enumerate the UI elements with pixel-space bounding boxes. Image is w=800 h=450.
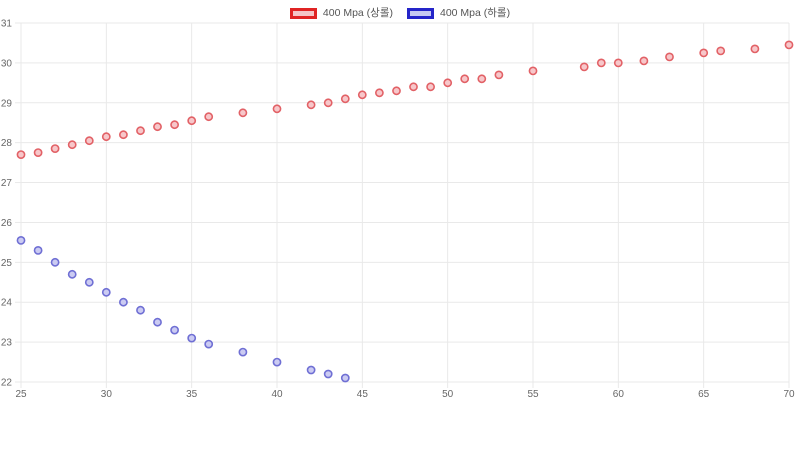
data-point-series-0 [374, 88, 384, 98]
y-tick-label: 23 [1, 338, 13, 349]
data-point-series-0 [67, 140, 77, 150]
legend-item-lower-roll[interactable]: 400 Mpa (하롤) [407, 7, 510, 19]
data-point-series-1 [306, 365, 316, 375]
data-point-series-0 [33, 148, 43, 157]
y-tick-label: 28 [1, 138, 13, 149]
y-tick-label: 25 [1, 258, 13, 269]
data-point-series-0 [443, 78, 453, 88]
data-point-series-0 [272, 104, 282, 114]
legend-item-upper-roll[interactable]: 400 Mpa (상롤) [289, 7, 393, 19]
data-point-series-1 [323, 369, 333, 379]
data-point-series-1 [272, 357, 282, 367]
data-point-series-1 [101, 287, 111, 297]
data-point-series-0 [101, 132, 111, 142]
data-point-series-0 [699, 48, 709, 58]
data-point-series-0 [579, 62, 589, 72]
x-tick-label: 35 [186, 389, 198, 400]
data-point-series-0 [392, 86, 401, 96]
x-tick-label: 50 [442, 389, 454, 400]
y-tick-label: 31 [1, 19, 13, 30]
data-point-series-0 [596, 58, 606, 68]
y-tick-label: 27 [1, 178, 13, 189]
y-tick-label: 26 [1, 218, 13, 229]
data-point-series-1 [50, 257, 60, 267]
data-point-series-0 [238, 108, 248, 118]
x-tick-label: 60 [613, 389, 625, 400]
data-point-series-0 [16, 150, 26, 159]
data-point-series-1 [84, 277, 94, 287]
x-tick-label: 65 [698, 389, 710, 400]
data-point-series-1 [153, 317, 162, 327]
x-tick-label: 40 [271, 389, 283, 400]
data-point-series-0 [613, 58, 623, 68]
y-tick-label: 30 [1, 58, 13, 69]
data-point-series-1 [187, 333, 197, 343]
data-point-series-0 [528, 66, 538, 76]
legend-swatch-red [289, 7, 317, 19]
data-point-series-0 [340, 94, 350, 104]
legend-label-upper-roll: 400 Mpa (상롤) [322, 7, 393, 19]
data-point-series-0 [119, 130, 128, 140]
data-point-series-1 [204, 339, 214, 349]
data-point-series-1 [33, 245, 43, 255]
data-point-series-0 [50, 144, 60, 153]
data-point-series-1 [119, 297, 128, 307]
x-tick-label: 45 [357, 389, 369, 400]
y-tick-label: 24 [1, 298, 13, 309]
legend-swatch-blue [407, 7, 434, 19]
x-tick-label: 30 [101, 389, 113, 400]
data-point-series-0 [323, 98, 333, 108]
data-point-series-0 [204, 112, 214, 122]
data-point-series-0 [187, 116, 197, 126]
data-point-series-1 [136, 305, 145, 315]
data-point-series-0 [784, 40, 794, 50]
y-tick-label: 22 [1, 378, 13, 389]
data-point-series-0 [477, 74, 487, 84]
data-point-series-1 [170, 325, 179, 335]
data-point-series-0 [494, 70, 504, 80]
data-point-series-0 [136, 126, 145, 136]
data-point-series-0 [170, 120, 179, 130]
data-point-series-0 [426, 82, 435, 92]
data-point-series-0 [357, 90, 367, 100]
y-tick-label: 29 [1, 98, 13, 109]
data-point-series-0 [716, 46, 726, 56]
data-point-series-0 [153, 122, 162, 132]
x-tick-label: 55 [527, 389, 539, 400]
data-point-series-0 [460, 74, 470, 84]
data-point-series-0 [639, 56, 649, 66]
data-point-series-0 [665, 52, 674, 62]
data-point-series-1 [340, 373, 350, 383]
x-tick-label: 70 [783, 389, 795, 400]
data-point-series-0 [750, 44, 760, 54]
chart-legend: 400 Mpa (상롤) 400 Mpa (하롤) [0, 7, 800, 19]
data-point-series-0 [409, 82, 418, 92]
data-point-series-1 [67, 269, 77, 279]
data-point-series-0 [84, 136, 94, 146]
data-point-series-1 [16, 235, 26, 245]
legend-label-lower-roll: 400 Mpa (하롤) [440, 7, 511, 19]
x-tick-label: 25 [15, 389, 27, 400]
data-point-series-0 [306, 100, 316, 110]
data-point-series-1 [238, 347, 248, 357]
